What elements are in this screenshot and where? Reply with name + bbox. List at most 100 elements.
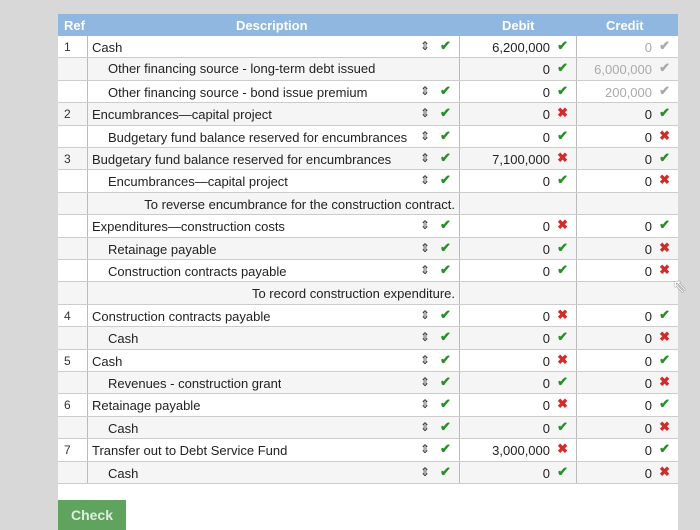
debit-cell[interactable]: 6,200,000 ✔ (460, 36, 577, 59)
credit-amount[interactable]: 0 (644, 443, 652, 459)
up-down-arrows-icon[interactable]: ⇕ (420, 128, 431, 143)
debit-amount[interactable]: 0 (542, 264, 550, 279)
up-down-arrows-icon[interactable]: ⇕ (420, 173, 431, 188)
debit-cell[interactable]: 0 ✔ (460, 170, 577, 193)
debit-cell[interactable]: 0 ✔ (460, 80, 577, 104)
up-down-arrows-icon[interactable]: ⇕ (420, 442, 431, 457)
up-down-arrows-icon[interactable]: ⇕ (420, 151, 431, 165)
credit-amount[interactable]: 0 (644, 353, 652, 369)
account-select[interactable]: Expenditures—construction costs (92, 219, 285, 235)
credit-cell[interactable]: 0 ✖ (577, 462, 678, 484)
debit-amount[interactable]: 0 (542, 241, 550, 257)
debit-cell[interactable]: 0 ✖ (460, 215, 577, 238)
credit-amount[interactable]: 0 (644, 398, 652, 414)
account-select[interactable]: Construction contracts payable (92, 308, 271, 324)
credit-amount[interactable]: 0 (644, 420, 652, 436)
debit-amount[interactable]: 0 (542, 174, 550, 190)
credit-amount[interactable]: 0 (644, 40, 652, 55)
debit-cell[interactable]: 7,100,000 ✖ (460, 148, 577, 171)
account-select[interactable]: Cash (92, 353, 123, 369)
debit-cell[interactable]: 0 ✖ (460, 394, 577, 417)
credit-amount[interactable]: 0 (644, 331, 652, 347)
debit-amount[interactable]: 0 (542, 84, 550, 100)
account-input[interactable] (108, 61, 408, 77)
credit-cell[interactable]: 0 ✖ (577, 126, 678, 148)
account-select[interactable]: Retainage payable (92, 398, 201, 414)
credit-cell[interactable]: 0 ✔ (577, 148, 678, 170)
up-down-arrows-icon[interactable]: ⇕ (420, 397, 431, 412)
debit-cell[interactable]: 0 ✖ (460, 349, 577, 372)
up-down-arrows-icon[interactable]: ⇕ (420, 352, 431, 367)
account-select[interactable]: Transfer out to Debt Service Fund (92, 443, 288, 459)
debit-amount[interactable]: 3,000,000 (492, 443, 550, 459)
debit-cell[interactable]: 3,000,000 ✖ (460, 439, 577, 462)
credit-cell[interactable]: 0 ✖ (577, 417, 678, 439)
account-select[interactable]: Cash (108, 465, 139, 481)
credit-amount[interactable]: 6,000,000 (594, 62, 652, 78)
debit-amount[interactable]: 0 (542, 376, 550, 391)
up-down-arrows-icon[interactable]: ⇕ (420, 218, 431, 233)
debit-amount[interactable]: 0 (542, 129, 550, 145)
up-down-arrows-icon[interactable]: ⇕ (420, 263, 431, 277)
debit-amount[interactable]: 7,100,000 (492, 152, 550, 167)
debit-amount[interactable]: 0 (542, 219, 550, 235)
account-select[interactable]: Revenues - construction grant (108, 376, 282, 391)
up-down-arrows-icon[interactable]: ⇕ (420, 307, 431, 322)
up-down-arrows-icon[interactable]: ⇕ (420, 106, 431, 121)
debit-amount[interactable]: 0 (542, 308, 550, 324)
credit-cell[interactable]: 200,000 ✔ (577, 81, 678, 103)
credit-amount[interactable]: 0 (644, 129, 652, 145)
debit-cell[interactable]: 0 ✖ (460, 103, 577, 126)
credit-amount[interactable]: 0 (644, 152, 652, 167)
credit-cell[interactable]: 0 ✖ (577, 170, 678, 192)
credit-cell[interactable]: 0 ✔ (577, 103, 678, 125)
debit-cell[interactable]: 0 ✔ (460, 58, 577, 81)
debit-amount[interactable]: 0 (542, 62, 550, 78)
debit-cell[interactable]: 0 ✔ (460, 327, 577, 350)
account-select[interactable]: Cash (108, 331, 139, 347)
up-down-arrows-icon[interactable]: ⇕ (420, 330, 431, 345)
credit-cell[interactable]: 0 ✔ (577, 215, 678, 237)
debit-cell[interactable]: 0 ✔ (460, 372, 577, 395)
up-down-arrows-icon[interactable]: ⇕ (420, 464, 431, 479)
up-down-arrows-icon[interactable]: ⇕ (420, 39, 431, 53)
credit-cell[interactable]: 0 ✖ (577, 260, 678, 282)
credit-cell[interactable]: 0 ✖ (577, 372, 678, 394)
debit-amount[interactable]: 0 (542, 353, 550, 369)
debit-amount[interactable]: 0 (542, 420, 550, 436)
debit-amount[interactable]: 0 (542, 107, 550, 123)
up-down-arrows-icon[interactable]: ⇕ (420, 419, 431, 434)
account-select[interactable]: Cash (108, 420, 139, 436)
credit-amount[interactable]: 0 (644, 174, 652, 190)
credit-amount[interactable]: 0 (644, 376, 652, 391)
debit-cell[interactable]: 0 ✔ (460, 416, 577, 440)
debit-cell[interactable]: 0 ✔ (460, 260, 577, 283)
credit-amount[interactable]: 0 (644, 219, 652, 235)
credit-cell[interactable]: 0 ✔ (577, 439, 678, 461)
credit-amount[interactable]: 0 (644, 241, 652, 257)
credit-cell[interactable]: 0 ✖ (577, 327, 678, 349)
credit-cell[interactable]: 0 ✖ (577, 238, 678, 260)
debit-amount[interactable]: 0 (542, 331, 550, 347)
debit-cell[interactable]: 0 ✖ (460, 304, 577, 328)
credit-amount[interactable]: 0 (644, 107, 652, 123)
debit-amount[interactable]: 0 (542, 398, 550, 414)
debit-cell[interactable]: 0 ✔ (460, 237, 577, 260)
credit-amount[interactable]: 0 (644, 465, 652, 481)
credit-cell[interactable]: 0 ✔ (577, 350, 678, 372)
account-select[interactable]: Encumbrances—capital project (92, 107, 272, 123)
credit-amount[interactable]: 0 (644, 308, 652, 324)
credit-cell[interactable]: 0 ✔ (577, 394, 678, 416)
debit-cell[interactable]: 0 ✔ (460, 461, 577, 484)
credit-cell[interactable]: 0 ✔ (577, 36, 678, 58)
account-select[interactable]: Construction contracts payable (108, 264, 287, 279)
credit-amount[interactable]: 0 (644, 264, 652, 279)
check-button[interactable]: Check (58, 500, 126, 530)
up-down-arrows-icon[interactable]: ⇕ (420, 375, 431, 389)
account-select[interactable]: Encumbrances—capital project (108, 174, 288, 190)
account-select[interactable]: Retainage payable (108, 241, 217, 257)
debit-amount[interactable]: 0 (542, 465, 550, 481)
account-select[interactable]: Budgetary fund balance reserved for encu… (92, 152, 392, 167)
up-down-arrows-icon[interactable]: ⇕ (420, 83, 431, 98)
up-down-arrows-icon[interactable]: ⇕ (420, 240, 431, 255)
